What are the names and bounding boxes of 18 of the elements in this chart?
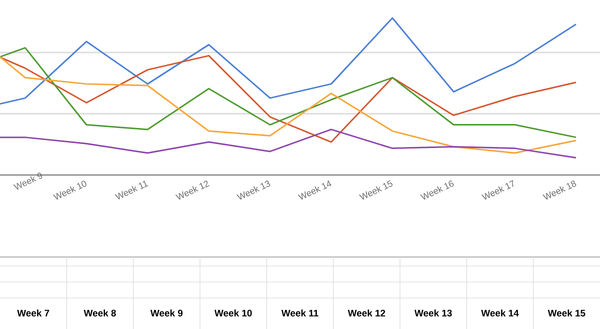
text: Week 10 [214,310,252,316]
text: Week 14 [481,310,519,316]
x-tick-label: Week 17 [481,180,514,200]
x-tick-label: Week 18 [542,180,576,200]
x-tick-label: Week 14 [298,180,332,200]
text: Week 11 [281,310,318,316]
x-tick-label: Week 10 [52,180,86,200]
x-tick-label: Week 15 [358,180,392,200]
text: Week 12 [348,310,386,316]
x-tick-label: Week 16 [420,180,454,200]
x-tick-label: Week 12 [175,180,210,200]
text: Week 9 [150,310,183,316]
text: Week 7 [17,310,50,316]
text: Week 13 [414,310,452,316]
x-tick-label: Week 13 [236,180,270,200]
text: Week 8 [84,310,116,316]
text: Week 15 [548,310,586,316]
x-tick-label: Week 11 [114,180,148,200]
